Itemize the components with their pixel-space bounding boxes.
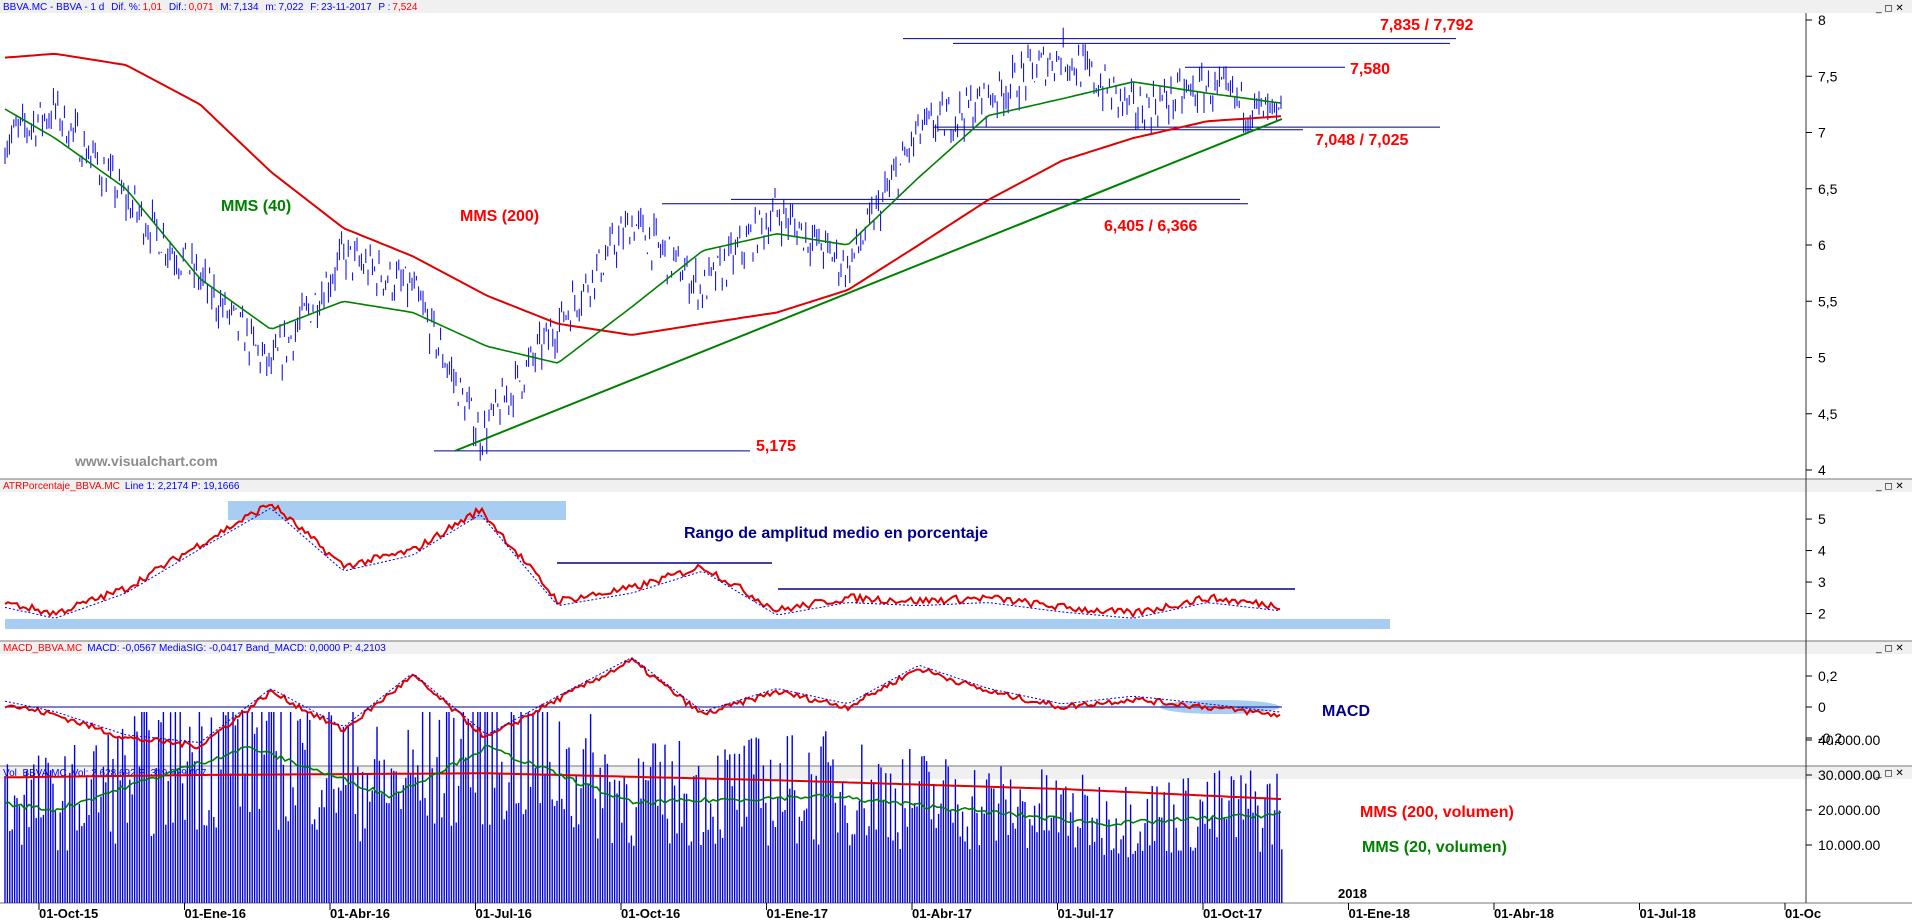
y-tick-label: 10.000.00 <box>1818 837 1880 853</box>
atr-highlight-box <box>5 619 1390 629</box>
atr-header: ATRPorcentaje_BBVA.MC Line 1: 2,2174 P: 1… <box>3 481 240 492</box>
x-axis-year-label: 2018 <box>1338 886 1367 901</box>
atr-annotation: Rango de amplitud medio en porcentaje <box>684 525 988 542</box>
macd-annotation: MACD <box>1322 703 1370 720</box>
mms40-annotation: MMS (40) <box>221 198 291 215</box>
y-tick-label: -0,2 <box>1818 730 1842 746</box>
svg-text:_ ◻ ✕: _ ◻ ✕ <box>1875 3 1904 14</box>
level-annotation-7048: 7,048 / 7,025 <box>1315 132 1409 149</box>
y-tick-label: 7,5 <box>1818 68 1838 84</box>
x-tick-label: 01-Ene-16 <box>185 906 246 921</box>
header-bar <box>0 0 1912 13</box>
price-window-controls[interactable]: _ ◻ ✕ <box>1874 2 1908 14</box>
y-tick-label: 6,5 <box>1818 181 1838 197</box>
y-tick-label: 5,5 <box>1818 293 1838 309</box>
watermark: www.visualchart.com <box>74 453 218 469</box>
mms200-line <box>4 52 1282 336</box>
x-tick-label: 01-Oc <box>1785 906 1821 921</box>
volume-window-controls[interactable]: _ ◻ ✕ <box>1875 768 1904 779</box>
x-tick-label: 01-Abr-17 <box>912 906 972 921</box>
svg-text:_ ◻ ✕: _ ◻ ✕ <box>1875 643 1904 654</box>
y-tick-label: 2 <box>1818 606 1826 622</box>
x-tick-label: 01-Oct-15 <box>39 906 98 921</box>
y-tick-label: 4 <box>1818 462 1826 478</box>
trendline <box>454 118 1283 452</box>
atr-window-controls[interactable]: _ ◻ ✕ <box>1875 481 1904 492</box>
y-tick-label: 0 <box>1818 699 1826 715</box>
level-annotation-5175: 5,175 <box>756 438 796 455</box>
y-tick-label: 8 <box>1818 12 1826 28</box>
x-tick-label: 01-Oct-17 <box>1203 906 1262 921</box>
price-panel <box>0 13 1912 479</box>
macd-header: MACD_BBVA.MC MACD: -0,0567 MediaSIG: -0,0… <box>3 643 386 654</box>
vol-mms200-line <box>4 772 1282 801</box>
y-tick-label: 20.000.00 <box>1818 802 1880 818</box>
y-tick-label: 4 <box>1818 543 1826 559</box>
mms40-line <box>4 81 1282 364</box>
svg-text:_ ◻ ✕: _ ◻ ✕ <box>1875 768 1904 779</box>
macd-window-controls[interactable]: _ ◻ ✕ <box>1875 643 1904 654</box>
y-tick-label: 3 <box>1818 574 1826 590</box>
chart-header: BBVA.MC - BBVA - 1 d Dif. %: 1,01 Dif.: 0,… <box>3 2 418 13</box>
y-tick-label: 7 <box>1818 125 1826 141</box>
x-tick-label: 01-Abr-16 <box>330 906 390 921</box>
mms200-annotation: MMS (200) <box>460 208 539 225</box>
vol-mms200-annotation: MMS (200, volumen) <box>1360 804 1514 821</box>
x-tick-label: 01-Oct-16 <box>621 906 680 921</box>
x-tick-label: 01-Jul-17 <box>1058 906 1114 921</box>
level-annotation-7580: 7,580 <box>1350 61 1390 78</box>
x-tick-label: 01-Jul-18 <box>1640 906 1696 921</box>
x-tick-label: 01-Ene-17 <box>767 906 828 921</box>
atr-signal-line <box>4 508 1281 619</box>
macd-signal-line <box>4 657 1281 744</box>
svg-text:_ ◻ ✕: _ ◻ ✕ <box>1875 481 1904 492</box>
y-tick-label: 0,2 <box>1818 668 1838 684</box>
volume-panel-header <box>0 766 1912 779</box>
atr-highlight-box <box>228 501 566 520</box>
vol-mms20-line <box>4 744 1282 828</box>
y-tick-label: 5 <box>1818 511 1826 527</box>
y-tick-label: 40.000.00 <box>1818 732 1880 748</box>
x-tick-label: 01-Ene-18 <box>1349 906 1410 921</box>
atr-line <box>4 503 1281 619</box>
vol-mms20-annotation: MMS (20, volumen) <box>1362 839 1507 856</box>
macd-panel-header <box>0 641 1912 654</box>
y-tick-label: 4,5 <box>1818 406 1838 422</box>
y-tick-label: 6 <box>1818 237 1826 253</box>
atr-panel-header <box>0 479 1912 492</box>
y-tick-label: 5 <box>1818 350 1826 366</box>
x-tick-label: 01-Abr-18 <box>1494 906 1554 921</box>
level-annotation-7835: 7,835 / 7,792 <box>1380 17 1474 34</box>
level-annotation-6405: 6,405 / 6,366 <box>1104 218 1198 235</box>
y-tick-label: 30.000.00 <box>1818 767 1880 783</box>
x-tick-label: 01-Jul-16 <box>476 906 532 921</box>
macd-line <box>4 656 1281 750</box>
